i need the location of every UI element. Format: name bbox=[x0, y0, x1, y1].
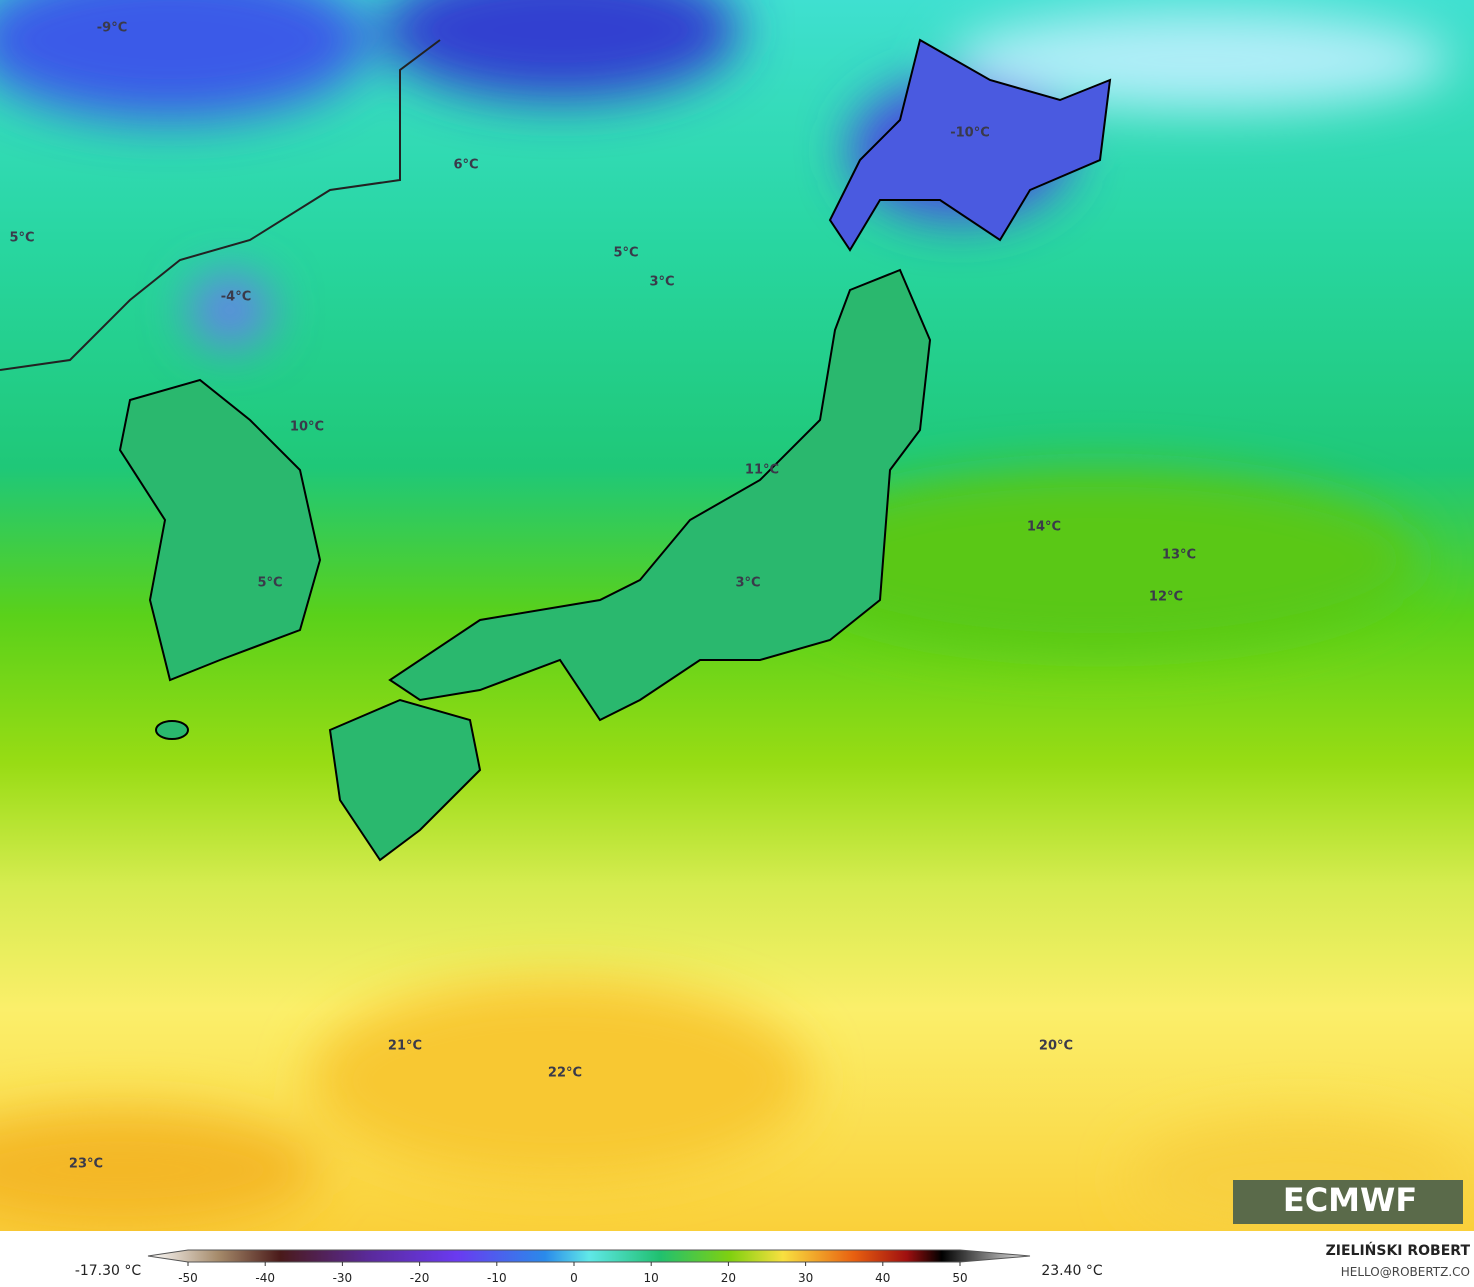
temperature-label: 5°C bbox=[613, 246, 638, 261]
temperature-label: 6°C bbox=[453, 158, 478, 173]
temperature-label: 13°C bbox=[1162, 548, 1196, 563]
colorbar bbox=[147, 1249, 1031, 1263]
temperature-label: 3°C bbox=[735, 576, 760, 591]
colorbar-max: 23.40 °C bbox=[1041, 1263, 1103, 1279]
colorbar-tick-label: 20 bbox=[721, 1271, 736, 1285]
colorbar-min: -17.30 °C bbox=[75, 1263, 142, 1279]
temperature-label: 3°C bbox=[649, 275, 674, 290]
logo: ECMWF bbox=[1283, 1181, 1417, 1219]
temperature-label: 21°C bbox=[388, 1039, 422, 1054]
temperature-label: 11°C bbox=[745, 463, 779, 478]
temperature-label: -4°C bbox=[221, 290, 251, 305]
temperature-label: 5°C bbox=[257, 576, 282, 591]
logo-box bbox=[1233, 1180, 1463, 1224]
author: ZIELIŃSKI ROBERT bbox=[1326, 1241, 1471, 1259]
temperature-label: -9°C bbox=[97, 21, 127, 36]
temperature-label: 22°C bbox=[548, 1066, 582, 1081]
colorbar-tick-label: -20 bbox=[410, 1271, 430, 1285]
temperature-label: -10°C bbox=[950, 126, 990, 141]
temperature-label: 23°C bbox=[69, 1157, 103, 1172]
colorbar-tick-label: 40 bbox=[875, 1271, 890, 1285]
colorbar-tick-label: 30 bbox=[798, 1271, 813, 1285]
temperature-label: 10°C bbox=[290, 420, 324, 435]
colorbar-tick-label: -10 bbox=[487, 1271, 507, 1285]
colorbar-tick-label: -40 bbox=[255, 1271, 275, 1285]
coastlines bbox=[118, 38, 1112, 862]
border bbox=[0, 39, 441, 371]
colorbar-tick-label: -30 bbox=[333, 1271, 353, 1285]
colorbar-tick-label: -50 bbox=[178, 1271, 198, 1285]
colorbar-tick-label: 0 bbox=[570, 1271, 578, 1285]
temperature-label: 14°C bbox=[1027, 520, 1061, 535]
email: HELLO@ROBERTZ.CO bbox=[1341, 1265, 1470, 1279]
temperature-label: 5°C bbox=[9, 231, 34, 246]
colorbar-tick-label: 10 bbox=[644, 1271, 659, 1285]
colorbar-tick-label: 50 bbox=[952, 1271, 967, 1285]
temperature-label: 12°C bbox=[1149, 590, 1183, 605]
temperature-label: 20°C bbox=[1039, 1039, 1073, 1054]
